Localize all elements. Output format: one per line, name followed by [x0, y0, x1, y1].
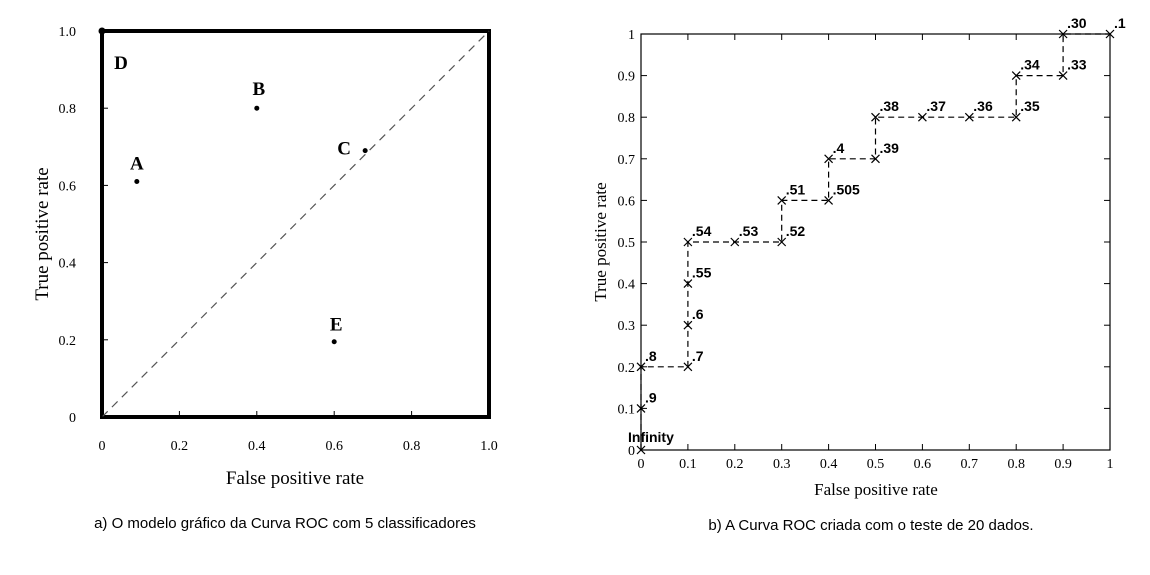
chart-b-point-label: .30 — [1067, 15, 1087, 31]
chart-b-xtick-label: 0.3 — [773, 457, 791, 472]
chart-a-point-a — [134, 179, 140, 185]
chart-a-xtick-label: 0.6 — [325, 439, 343, 454]
chart-b-point — [1058, 71, 1068, 81]
chart-b-ytick-label: 0.6 — [618, 194, 636, 209]
chart-b-xtick-label: 0.7 — [961, 457, 979, 472]
chart-b-point — [1011, 112, 1021, 122]
chart-b-xtick-label: 0 — [638, 457, 645, 472]
chart-a-ytick-label: 0 — [69, 411, 76, 426]
chart-b-xlabel: False positive rate — [814, 480, 938, 499]
chart-a-point-label: B — [252, 79, 265, 100]
chart-a-caption: a) O modelo gráfico da Curva ROC com 5 c… — [94, 515, 476, 532]
chart-a-xtick-label: 1.0 — [480, 439, 498, 454]
chart-a-point-label: C — [337, 139, 351, 160]
chart-b-ytick-label: 0.3 — [618, 319, 636, 334]
chart-a-point-label: E — [330, 315, 343, 336]
chart-b-point-label: .36 — [973, 98, 993, 114]
chart-b-point — [1105, 29, 1115, 39]
chart-b-point-label: .505 — [833, 181, 860, 197]
chart-b-point — [636, 403, 646, 413]
chart-b-point — [871, 112, 880, 122]
chart-a-diagonal — [101, 30, 490, 418]
chart-b-point-label: .7 — [692, 348, 704, 364]
chart-b-point — [824, 195, 834, 205]
chart-b-point — [636, 445, 646, 455]
chart-a-point-d — [98, 27, 106, 35]
chart-b-point — [964, 112, 974, 122]
chart-b-xtick-label: 0.2 — [726, 457, 744, 472]
chart-b-point-label: .51 — [786, 181, 806, 197]
chart-b-point-label: .53 — [739, 223, 759, 239]
chart-b-ytick-label: 0.2 — [618, 361, 636, 376]
chart-a-point-b — [254, 105, 260, 111]
chart-a-ytick-label: 0.6 — [59, 179, 77, 194]
chart-b-point-label: .6 — [692, 306, 704, 322]
chart-b-point-label: .55 — [692, 265, 712, 281]
chart-b-xtick-label: 0.5 — [867, 457, 885, 472]
chart-a-xtick-label: 0.2 — [171, 439, 189, 454]
chart-b: 0 0.1 0.2 0.3 0.4 0.5 0.6 0.7 0.8 0.9 1 0 0.1 0.2 0.3 0… — [591, 15, 1126, 499]
chart-b-point-label: .8 — [645, 348, 657, 364]
chart-a-ytick-label: 0.8 — [59, 102, 77, 117]
chart-b-xtick-label: 0.1 — [679, 457, 697, 472]
chart-a-xtick-label: 0 — [99, 439, 106, 454]
chart-b-point — [683, 237, 693, 247]
chart-b-point-label: .52 — [786, 223, 806, 239]
chart-b-point — [777, 237, 787, 247]
chart-a-xtick-label: 0.4 — [248, 439, 266, 454]
chart-b-frame — [640, 33, 1111, 451]
chart-a-frame — [100, 29, 491, 419]
chart-b-point — [777, 195, 787, 205]
chart-b-point — [683, 320, 693, 330]
chart-b-point-label: .33 — [1067, 57, 1087, 73]
chart-a-point-label: A — [130, 154, 144, 175]
chart-b-point — [636, 362, 646, 372]
chart-b-point-label: .1 — [1114, 15, 1126, 31]
chart-a-point-e — [331, 339, 337, 345]
chart-b-xtick-label: 0.6 — [914, 457, 932, 472]
chart-a-point-label: D — [114, 53, 128, 74]
chart-b-ytick-label: 0.1 — [618, 402, 636, 417]
chart-a-xtick-label: 0.8 — [403, 439, 421, 454]
chart-b-ytick-label: 0.9 — [618, 70, 636, 85]
chart-b-point — [871, 154, 880, 164]
chart-b-point-label: .34 — [1020, 57, 1040, 73]
chart-b-xtick-label: 0.9 — [1054, 457, 1072, 472]
chart-b-point-label: .37 — [926, 98, 946, 114]
chart-b-xtick-label: 0.4 — [820, 457, 838, 472]
chart-b-ylabel: True positive rate — [591, 182, 610, 301]
chart-b-point — [683, 362, 693, 372]
chart-a-ylabel: True positive rate — [32, 167, 53, 300]
chart-b-xtick-label: 1 — [1107, 457, 1114, 472]
chart-a-ytick-label: 0.4 — [59, 257, 77, 272]
chart-b-xtick-label: 0.8 — [1007, 457, 1025, 472]
chart-a: 0 0.2 0.4 0.6 0.8 1.0 0 0.2 0.4 0.6 0.8 1.0 A B C D E F… — [32, 25, 498, 489]
chart-a-ytick-label: 0.2 — [59, 334, 77, 349]
chart-b-point — [824, 154, 834, 164]
chart-b-point-label: .4 — [833, 140, 845, 156]
chart-a-ytick-label: 1.0 — [59, 25, 77, 40]
chart-b-point — [1058, 29, 1068, 39]
chart-a-point-c — [362, 148, 368, 154]
chart-b-point-label: .39 — [880, 140, 900, 156]
chart-b-ytick-label: 0.7 — [618, 153, 636, 168]
chart-b-point-label: Infinity — [628, 429, 674, 445]
chart-b-ytick-label: 0.8 — [618, 111, 636, 126]
chart-b-point — [730, 237, 740, 247]
chart-b-roc-curve — [640, 33, 1110, 450]
chart-b-ytick-label: 0.5 — [618, 236, 636, 251]
chart-b-point — [683, 279, 693, 289]
chart-b-ytick-label: 1 — [628, 28, 635, 43]
chart-b-point — [917, 112, 927, 122]
chart-b-point-label: .54 — [692, 223, 712, 239]
chart-b-point-label: .9 — [645, 389, 657, 405]
chart-b-ytick-label: 0.4 — [618, 278, 636, 293]
chart-b-point-label: .35 — [1020, 98, 1040, 114]
chart-a-xlabel: False positive rate — [226, 468, 364, 489]
chart-b-caption: b) A Curva ROC criada com o teste de 20 … — [708, 517, 1033, 534]
chart-b-ytick-label: 0 — [628, 444, 635, 459]
chart-b-point-label: .38 — [880, 98, 900, 114]
chart-b-point — [1011, 71, 1021, 81]
